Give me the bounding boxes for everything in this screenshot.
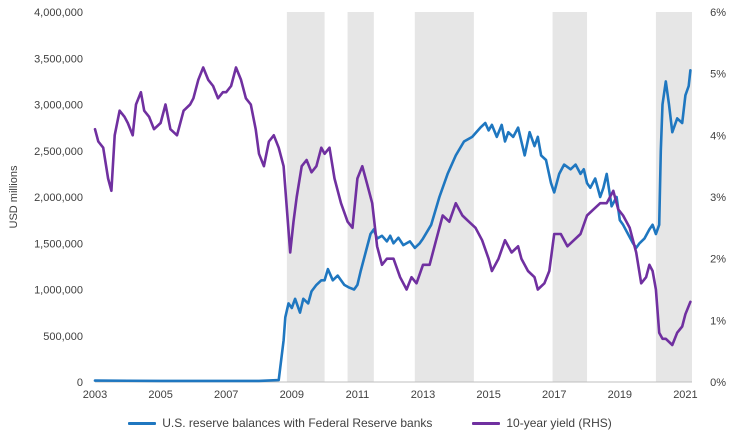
legend-item-yield: 10-year yield (RHS) — [472, 416, 612, 430]
y-tick-label: 2,500,000 — [34, 146, 83, 158]
y-tick-label: 3,500,000 — [34, 53, 83, 65]
x-tick-label: 2017 — [542, 389, 566, 401]
x-tick-label: 2019 — [608, 389, 632, 401]
y-tick-label: 4,000,000 — [34, 7, 83, 19]
y-tick-label: 3,000,000 — [34, 100, 83, 112]
shaded-period-3 — [414, 12, 474, 382]
legend-item-reserves: U.S. reserve balances with Federal Reser… — [128, 416, 432, 430]
legend-label-reserves: U.S. reserve balances with Federal Reser… — [162, 416, 433, 430]
series-line-yield — [93, 66, 692, 347]
tick-labels: 0 500,000 1,000,000 1,500,000 2,000,000 2,500… — [34, 7, 726, 401]
legend-label-yield: 10-year yield (RHS) — [506, 416, 612, 430]
y-tick-label: 1,500,000 — [34, 238, 83, 250]
y-right-tick-label: 3% — [710, 192, 726, 204]
x-tick-label: 2005 — [148, 389, 172, 401]
series-lines — [93, 66, 692, 383]
y-right-tick-label: 1% — [710, 315, 726, 327]
x-tick-label: 2013 — [411, 389, 435, 401]
y-right-tick-label: 6% — [710, 7, 726, 19]
y-tick-label: 1,000,000 — [34, 285, 83, 297]
shaded-period-5 — [655, 12, 692, 382]
x-tick-label: 2009 — [280, 389, 304, 401]
legend-swatch-yield — [472, 421, 501, 425]
y-right-tick-label: 2% — [710, 254, 726, 266]
y-tick-label: 500,000 — [43, 331, 83, 343]
shaded-period-4 — [552, 12, 588, 382]
legend-swatch-reserves — [128, 421, 157, 425]
legend: U.S. reserve balances with Federal Reser… — [0, 412, 740, 434]
y-tick-label: 0 — [77, 377, 83, 389]
y-axis-title: USD millions — [8, 165, 20, 228]
x-tick-label: 2007 — [214, 389, 238, 401]
y-tick-label: 2,000,000 — [34, 192, 83, 204]
series-line-reserves — [93, 69, 692, 383]
y-right-tick-label: 0% — [710, 377, 726, 389]
shaded-period-1 — [286, 12, 325, 382]
x-tick-label: 2021 — [673, 389, 697, 401]
recession-shading — [286, 12, 692, 382]
y-right-tick-label: 5% — [710, 69, 726, 81]
x-tick-label: 2011 — [346, 389, 370, 401]
y-right-tick-label: 4% — [710, 130, 726, 142]
x-tick-label: 2015 — [476, 389, 500, 401]
x-tick-label: 2003 — [83, 389, 107, 401]
